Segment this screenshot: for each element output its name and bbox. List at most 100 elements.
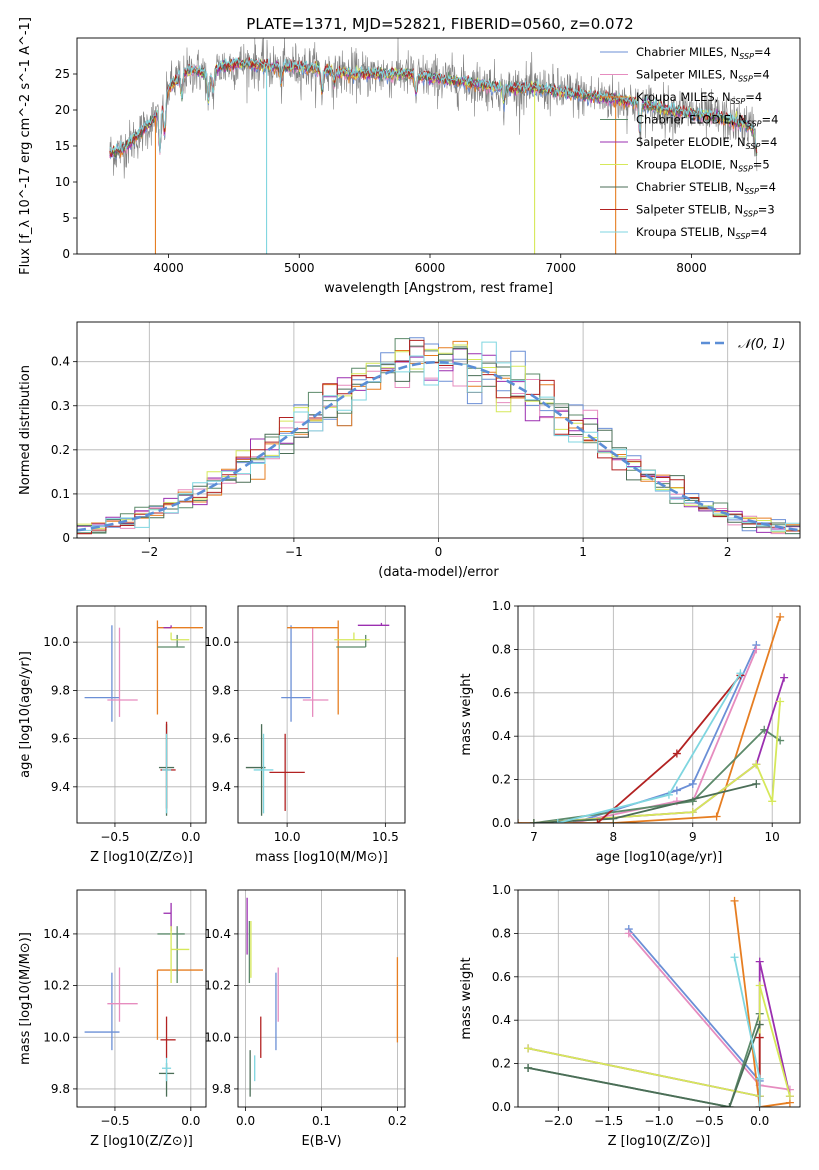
errorbar-point-chabrier_miles	[84, 972, 120, 1051]
mass_weight_vs_age-panel: 7 8 9 10 0.0 0.2 0.4 0.6 0.8 1.0 age [log10(age/yr…	[459, 599, 801, 865]
y-tick-label: 0	[62, 247, 70, 261]
series-marker-chabrier_stelib	[524, 1063, 533, 1072]
x-axis-label: wavelength [Angstrom, rest frame]	[324, 281, 553, 296]
y-tick-label: 10	[55, 175, 70, 189]
series-marker-chabrier_stelib	[609, 814, 618, 823]
legend-label: Chabrier MILES, NSSP=4	[636, 45, 771, 61]
y-tick-label: 10.0	[204, 635, 231, 649]
series-line-salpeter_stelib	[596, 674, 742, 823]
mass_vs_ebv-panel: 0.0 0.1 0.2 9.8 10.0 10.2 10.4 E(B-V)	[204, 889, 407, 1149]
y-tick-label: 1.0	[492, 883, 511, 897]
series-line-kroupa_miles	[518, 616, 781, 823]
y-tick-label: 0.8	[492, 926, 511, 940]
spectrum-data-line	[109, 38, 758, 179]
y-tick-label: 9.8	[212, 683, 231, 697]
x-tick-label: 0	[435, 545, 443, 559]
y-tick-label: 0.6	[492, 970, 511, 984]
x-tick-label: −0.5	[100, 1114, 129, 1128]
y-tick-label: 10.2	[204, 979, 231, 993]
x-tick-label: 0.0	[750, 1114, 769, 1128]
x-tick-label: −0.5	[695, 1114, 724, 1128]
x-tick-label: 5000	[284, 261, 315, 275]
legend-label: Chabrier STELIB, NSSP=4	[636, 180, 776, 196]
legend-entry: Salpeter STELIB, NSSP=3	[600, 203, 775, 219]
series-marker-kroupa_elodie	[752, 760, 761, 769]
series-marker-kroupa_miles	[776, 612, 785, 621]
y-tick-label: 5	[62, 211, 70, 225]
series-marker-kroupa_elodie	[524, 1044, 533, 1053]
errorbar-point-kroupa_elodie	[170, 926, 190, 983]
y-tick-label: 0.4	[492, 1013, 511, 1027]
spectrum-panel: 4000 5000 6000 7000 8000 0 5 10 15 20 25 wavelength…	[18, 17, 801, 296]
y-tick-label: 10.4	[43, 927, 70, 941]
spectrum-model-kroupa_stelib	[109, 56, 757, 154]
x-tick-label: 7000	[545, 261, 576, 275]
series-line-salpeter_elodie	[533, 677, 785, 823]
series-marker-kroupa_elodie	[688, 808, 697, 817]
mass_weight_vs_Z-panel: −2.0 −1.5 −1.0 −0.5 0.0 0.0 0.2 0.4 0.6 0.8 1.0 Z […	[459, 883, 801, 1149]
legend-label: Kroupa STELIB, NSSP=4	[636, 225, 767, 241]
axes-frame	[76, 321, 801, 539]
x-tick-label: −2.0	[544, 1114, 573, 1128]
residuals-plot-area	[77, 337, 800, 535]
x-tick-label: −1.5	[594, 1114, 623, 1128]
legend-entry: 𝒩(0, 1)	[701, 337, 785, 352]
axes-frame	[237, 889, 406, 1108]
y-tick-label: 9.8	[212, 1082, 231, 1096]
axes-frame	[76, 889, 207, 1108]
errorbar-point-kroupa_stelib	[161, 733, 172, 814]
x-axis-label: Z [log10(Z/Z⊙)]	[90, 850, 193, 865]
errorbar-point-salpeter_stelib	[269, 733, 305, 811]
x-axis-label: age [log10(age/yr)]	[596, 850, 723, 865]
series-marker-chabrier_stelib	[529, 819, 538, 823]
series-marker-kroupa_stelib	[736, 669, 745, 678]
x-axis-label: (data-model)/error	[378, 565, 499, 580]
gaussian-curve	[77, 360, 800, 532]
errorbar-point-salpeter_stelib	[160, 721, 176, 809]
y-axis-label: mass [log10(M/M⊙)]	[18, 932, 33, 1065]
y-tick-label: 0.4	[51, 355, 70, 369]
series-marker-kroupa_elodie	[755, 981, 764, 990]
spectrum-plot-area	[109, 38, 758, 254]
y-tick-label: 0.0	[492, 816, 511, 830]
axes-frame	[517, 889, 801, 1108]
series-marker-kroupa_stelib	[755, 1074, 764, 1083]
legend-label: Kroupa ELODIE, NSSP=5	[636, 158, 770, 174]
series-marker-chabrier_miles	[688, 779, 697, 788]
age_vs_Z-plot-area	[84, 620, 203, 816]
legend-entry: Salpeter ELODIE, NSSP=4	[600, 135, 777, 151]
x-tick-label: 4000	[153, 261, 184, 275]
y-tick-label: 9.6	[51, 732, 70, 746]
series-line-kroupa_stelib	[557, 672, 742, 823]
series-marker-kroupa_elodie	[785, 1092, 794, 1101]
age_vs_mass-panel: 10.0 10.5 9.4 9.6 9.8 10.0 mass [log10(M/M⊙)]	[204, 605, 406, 865]
mass_vs_Z-panel: −0.5 0.0 9.8 10.0 10.2 10.4 Z [log10(Z/Z⊙)] mas…	[18, 889, 207, 1149]
x-tick-label: 0.0	[181, 830, 200, 844]
figure-title: PLATE=1371, MJD=52821, FIBERID=0560, z=0…	[246, 15, 633, 33]
y-tick-label: 9.8	[51, 1082, 70, 1096]
y-axis-label: mass weight	[459, 673, 474, 755]
series-marker-kroupa_stelib	[553, 819, 562, 823]
errorbar-point-salpeter_elodie	[163, 625, 172, 629]
y-tick-label: 10.0	[204, 1030, 231, 1044]
x-tick-label: 0.2	[388, 1114, 407, 1128]
x-tick-label: 8	[610, 830, 618, 844]
mass_vs_Z-plot-area	[84, 902, 203, 1097]
x-tick-label: −1	[285, 545, 303, 559]
errorbar-point-salpeter_elodie	[163, 902, 172, 932]
y-tick-label: 0	[62, 531, 70, 545]
y-tick-label: 0.0	[492, 1100, 511, 1114]
x-tick-label: 1	[579, 545, 587, 559]
x-tick-label: 10.5	[372, 830, 399, 844]
age_vs_Z-panel: −0.5 0.0 9.4 9.6 9.8 10.0 Z [log10(Z/Z⊙)] age […	[18, 605, 207, 865]
x-tick-label: 0.0	[181, 1114, 200, 1128]
errorbar-point-salpeter_miles	[302, 627, 329, 717]
series-marker-chabrier_stelib	[755, 1020, 764, 1029]
errorbar-point-kroupa_miles	[156, 620, 203, 715]
x-tick-label: 9	[689, 830, 697, 844]
mass_weight_vs_age-plot-area	[518, 612, 789, 823]
series-marker-salpeter_stelib	[672, 749, 681, 758]
y-tick-label: 9.8	[51, 683, 70, 697]
series-marker-kroupa_stelib	[730, 953, 739, 962]
mass_vs_ebv-plot-area	[246, 897, 399, 1097]
